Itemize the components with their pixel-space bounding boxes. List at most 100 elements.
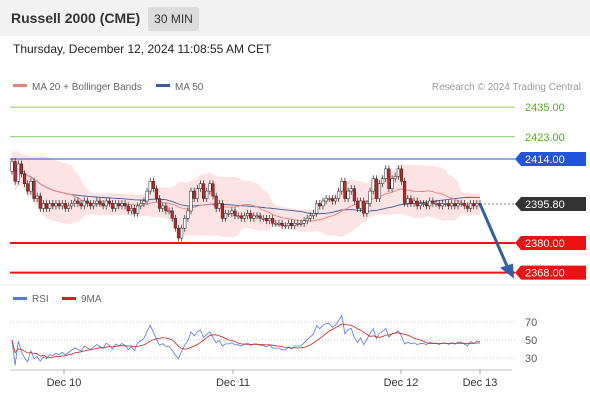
candle-body bbox=[431, 200, 435, 204]
candle-body bbox=[220, 203, 224, 219]
candle-body bbox=[101, 203, 105, 207]
level-tag-bg-2368.00 bbox=[515, 265, 586, 280]
bollinger-band-area bbox=[12, 150, 480, 238]
moving-averages bbox=[11, 161, 481, 222]
candle-body bbox=[428, 200, 432, 207]
candle-body bbox=[355, 200, 360, 209]
x-label-2: Dec 12 bbox=[384, 377, 419, 389]
candle-body bbox=[390, 178, 394, 189]
projection-line bbox=[478, 203, 511, 272]
price-levels bbox=[10, 106, 515, 274]
candle-body bbox=[192, 190, 196, 199]
candle-body bbox=[447, 203, 451, 207]
candle-body bbox=[154, 188, 159, 199]
candle-body bbox=[462, 203, 466, 207]
candle-body bbox=[412, 200, 416, 204]
candle-body bbox=[57, 203, 61, 207]
candle-body bbox=[35, 195, 39, 199]
candle-body bbox=[227, 213, 231, 215]
candle-body bbox=[41, 203, 45, 209]
rsi-ma-legend-label: 9MA bbox=[81, 294, 102, 305]
candle-body bbox=[255, 215, 259, 218]
candle-body bbox=[246, 213, 250, 217]
candles bbox=[10, 158, 482, 242]
candle-body bbox=[123, 203, 127, 207]
candle-body bbox=[280, 222, 284, 226]
candle-body bbox=[277, 222, 281, 225]
candle-body bbox=[315, 203, 319, 214]
candle-body bbox=[189, 190, 193, 212]
candle-body bbox=[136, 205, 140, 214]
candle-body bbox=[371, 178, 375, 192]
candle-body bbox=[85, 200, 89, 204]
candle-body bbox=[472, 203, 476, 207]
interval-badge[interactable]: 30 MIN bbox=[148, 7, 199, 31]
candle-body bbox=[324, 198, 328, 202]
candle-body bbox=[258, 215, 262, 219]
candle-body bbox=[161, 205, 165, 209]
candle-body bbox=[13, 161, 17, 182]
level-tag-bg-2395.80 bbox=[515, 196, 586, 211]
candle-body bbox=[368, 190, 372, 204]
rsi-tick-70: 70 bbox=[525, 317, 537, 329]
candle-body bbox=[26, 183, 30, 192]
candle-body bbox=[365, 203, 369, 214]
candle-body bbox=[126, 205, 130, 212]
candle-body bbox=[418, 203, 422, 207]
candle-body bbox=[16, 163, 20, 182]
candle-body bbox=[318, 203, 322, 207]
rsi-tick-30: 30 bbox=[525, 353, 537, 365]
candle-body bbox=[98, 200, 102, 204]
candle-body bbox=[337, 190, 341, 199]
rsi-tick-50: 50 bbox=[525, 335, 537, 347]
candle-body bbox=[82, 200, 86, 207]
candle-body bbox=[362, 200, 366, 214]
candle-body bbox=[311, 213, 316, 217]
candle-body bbox=[236, 215, 240, 218]
candle-body bbox=[70, 203, 74, 207]
candle-body bbox=[242, 215, 246, 219]
candle-body bbox=[387, 168, 391, 189]
candle-body bbox=[415, 200, 419, 207]
candle-body bbox=[180, 227, 184, 239]
ma50-legend-label: MA 50 bbox=[175, 82, 204, 93]
candle-body bbox=[450, 203, 454, 207]
candle-body bbox=[176, 227, 181, 239]
candle-body bbox=[73, 200, 77, 204]
candle-body bbox=[211, 183, 215, 197]
candle-body bbox=[19, 163, 23, 175]
candle-body bbox=[434, 203, 438, 205]
candle-body bbox=[249, 213, 253, 219]
candle-body bbox=[239, 215, 243, 219]
candle-body bbox=[48, 203, 52, 209]
candle-body bbox=[343, 180, 347, 199]
candle-body bbox=[333, 198, 338, 202]
candle-body bbox=[381, 178, 385, 184]
candle-body bbox=[321, 200, 325, 207]
level-tag-2423.00: 2423.00 bbox=[525, 132, 565, 144]
candle-body bbox=[286, 222, 290, 226]
candle-body bbox=[403, 180, 407, 204]
candle-body bbox=[202, 183, 206, 199]
candle-body bbox=[308, 215, 312, 219]
candle-body bbox=[283, 225, 287, 227]
candle-body bbox=[170, 210, 174, 219]
candle-body bbox=[107, 200, 111, 204]
candle-body bbox=[425, 203, 429, 207]
candle-body bbox=[151, 180, 155, 189]
level-tag-2380.00: 2380.00 bbox=[525, 238, 565, 250]
candle-body bbox=[299, 222, 303, 225]
candle-body bbox=[167, 210, 171, 213]
rsi-panel: 70 50 30 bbox=[10, 314, 537, 366]
candle-body bbox=[233, 210, 237, 217]
candle-body bbox=[230, 210, 234, 214]
candle-body bbox=[274, 222, 278, 225]
candle-body bbox=[293, 222, 297, 226]
candle-body bbox=[453, 203, 457, 207]
rsi-legend-label: RSI bbox=[32, 294, 49, 305]
candle-body bbox=[359, 200, 363, 209]
x-label-1: Dec 11 bbox=[216, 377, 250, 389]
level-tag-2414.00: 2414.00 bbox=[525, 154, 565, 166]
level-tag-2368.00: 2368.00 bbox=[525, 268, 565, 280]
